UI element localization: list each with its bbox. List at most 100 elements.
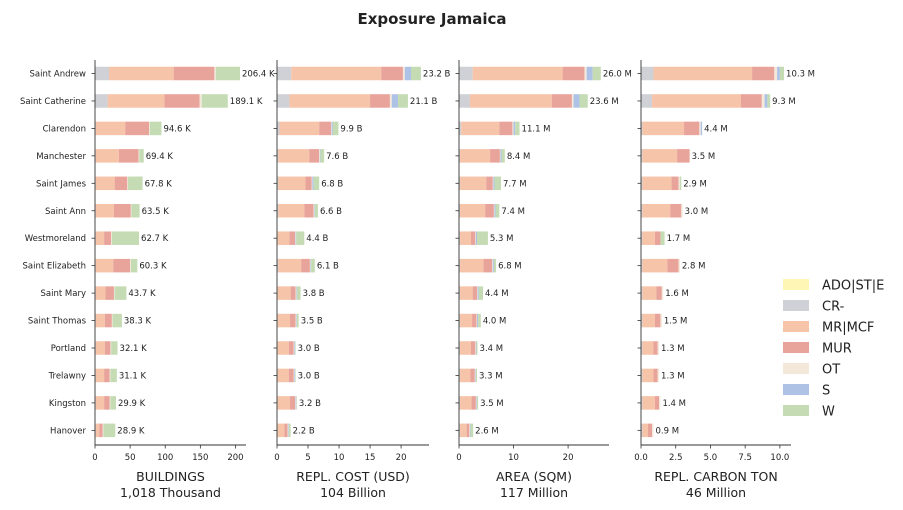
bar-saint-james-ot	[127, 176, 129, 191]
bar-saint-elizabeth-mr-mcf	[278, 258, 302, 273]
bar-portland-w	[476, 341, 478, 355]
bar-portland-mr-mcf	[277, 341, 289, 355]
bar-saint-andrew-ot	[214, 66, 216, 81]
value-label: 32.1 K	[120, 344, 148, 354]
bar-saint-james-ot	[492, 176, 494, 191]
bar-saint-catherine-mur	[164, 94, 200, 108]
chart-panels: 206.4 K 189.1 K 94.6 K 69.4 K 67.8 K 63.5 K 62…	[20, 60, 815, 500]
bar-saint-thomas-w	[112, 313, 122, 328]
panel-repl-cost-usd: 23.2 B 21.1 B 9.9 B 7.6 B 6.8 B 6.6 B 4.4 B 6.1…	[273, 60, 451, 500]
value-label: 7.7 M	[503, 179, 527, 189]
bar-portland-s	[475, 341, 477, 355]
bar-westmoreland-cr	[641, 231, 643, 245]
x-tick-label: 200	[227, 453, 243, 463]
legend-swatch-ot	[783, 363, 809, 374]
bar-portland-mur	[104, 341, 111, 355]
bar-trelawny-mur	[470, 368, 475, 383]
bar-manchester-cr	[641, 149, 643, 163]
bar-saint-james-mr-mcf	[95, 176, 115, 191]
bar-saint-mary-w	[478, 286, 483, 300]
bar-saint-catherine-w	[201, 94, 228, 108]
bar-saint-catherine-cr	[459, 94, 470, 108]
bar-saint-andrew-w	[215, 66, 240, 81]
value-label: 0.9 M	[656, 426, 680, 436]
bar-saint-thomas-mr-mcf	[642, 313, 655, 328]
bar-saint-elizabeth-mur	[667, 258, 679, 273]
category-label-saint-andrew: Saint Andrew	[30, 70, 87, 80]
value-label: 206.4 K	[242, 70, 275, 80]
x-tick-label: 10	[508, 453, 519, 463]
bar-hanover-mur	[99, 423, 103, 438]
value-label: 69.4 K	[146, 152, 174, 162]
bar-westmoreland-ot	[111, 231, 112, 245]
bar-saint-thomas-cr	[641, 313, 643, 328]
value-label: 63.5 K	[142, 207, 170, 217]
value-label: 2.6 M	[475, 426, 499, 436]
bar-manchester-w	[501, 149, 505, 163]
bar-manchester-w	[139, 149, 144, 163]
x-axis-total: 104 Billion	[320, 485, 386, 500]
bar-saint-james-cr	[459, 176, 461, 191]
value-label: 3.8 B	[303, 289, 325, 299]
bar-saint-elizabeth-mur	[483, 258, 493, 273]
value-label: 9.3 M	[772, 97, 796, 107]
bar-saint-andrew-mur	[752, 66, 775, 81]
bar-clarendon-cr	[459, 121, 462, 136]
bar-manchester-ot	[319, 149, 320, 163]
bar-saint-elizabeth-cr	[459, 258, 461, 273]
bar-saint-thomas-mr-mcf	[460, 313, 473, 328]
bar-saint-catherine-s	[391, 94, 398, 108]
value-label: 1.6 M	[665, 289, 689, 299]
bar-clarendon-mr-mcf	[642, 121, 685, 136]
bar-trelawny-ot	[109, 368, 111, 383]
bar-kingston-w	[477, 396, 479, 410]
bar-saint-ann-s	[494, 204, 496, 218]
bar-saint-james-mr-mcf	[642, 176, 672, 191]
bar-westmoreland-ot	[294, 231, 296, 245]
bar-saint-mary-cr	[459, 286, 461, 300]
panel-buildings: 206.4 K 189.1 K 94.6 K 69.4 K 67.8 K 63.5 K 62…	[91, 60, 275, 500]
bar-saint-thomas-mur	[290, 313, 296, 328]
category-label-trelawny: Trelawny	[48, 371, 86, 381]
x-tick-label: 7.5	[738, 453, 752, 463]
bar-saint-thomas-mur	[104, 313, 112, 328]
bar-saint-catherine-w	[579, 94, 588, 108]
bar-westmoreland-mur	[654, 231, 661, 245]
x-axis-label: AREA (SQM)	[496, 469, 572, 484]
bar-saint-thomas-ot	[111, 313, 113, 328]
bar-saint-andrew-mr-mcf	[291, 66, 382, 81]
bar-trelawny-mur	[653, 368, 658, 383]
bar-clarendon-mr-mcf	[279, 121, 320, 136]
bar-westmoreland-mr-mcf	[642, 231, 655, 245]
bar-saint-andrew-s	[404, 66, 411, 81]
value-label: 94.6 K	[163, 124, 191, 134]
value-label: 21.1 B	[410, 97, 438, 107]
bar-saint-andrew-s	[777, 66, 780, 81]
value-label: 1.3 M	[661, 344, 685, 354]
value-label: 26.0 M	[603, 70, 632, 80]
bar-manchester-cr	[459, 149, 461, 163]
bar-saint-andrew-mr-mcf	[109, 66, 174, 81]
bar-saint-ann-s	[314, 204, 315, 218]
bar-saint-james-w	[128, 176, 143, 191]
bar-saint-mary-ot	[113, 286, 115, 300]
bar-portland-mur	[471, 341, 476, 355]
bar-westmoreland-cr	[459, 231, 461, 245]
bar-saint-catherine-s	[764, 94, 768, 108]
bar-kingston-s	[295, 396, 297, 410]
value-label: 38.3 K	[124, 317, 152, 327]
bar-hanover-mr-mcf	[642, 423, 648, 438]
value-label: 9.9 B	[340, 124, 362, 134]
bar-trelawny-mr-mcf	[460, 368, 471, 383]
bar-saint-mary-mr-mcf	[277, 286, 291, 300]
category-labels: Saint Andrew Saint Catherine Clarendon Manc…	[20, 70, 87, 437]
bar-kingston-mr-mcf	[642, 396, 655, 410]
bar-saint-james-w	[679, 176, 682, 191]
category-label-westmoreland: Westmoreland	[25, 234, 86, 244]
legend-label-w: W	[822, 405, 835, 420]
x-tick-label: 150	[192, 453, 208, 463]
bar-clarendon-mr-mcf	[95, 121, 126, 136]
bar-saint-mary-ot	[661, 286, 664, 300]
bar-saint-mary-mur	[472, 286, 477, 300]
panel-area-sqm: 26.0 M 23.6 M 11.1 M 8.4 M 7.7 M 7.4 M 5.3 M 6.…	[455, 60, 632, 500]
